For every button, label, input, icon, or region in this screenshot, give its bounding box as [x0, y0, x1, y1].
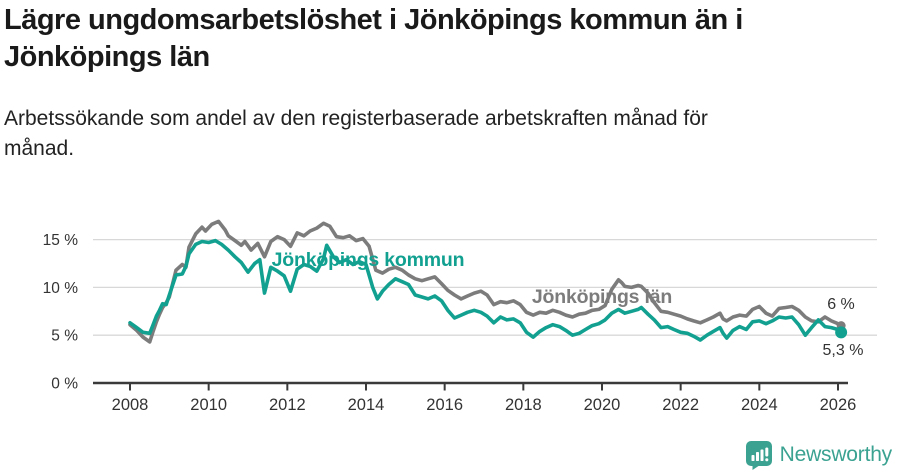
x-axis-label: 2022 — [662, 396, 699, 414]
y-axis-label: 10 % — [43, 280, 79, 297]
x-axis-label: 2012 — [269, 396, 306, 414]
chart-title-line1: Lägre ungdomsarbetslöshet i Jönköpings k… — [4, 4, 743, 36]
chart-subtitle-line1: Arbetssökande som andel av den registerb… — [4, 107, 708, 130]
x-axis-label: 2016 — [426, 396, 463, 414]
series-line-lan — [128, 219, 843, 344]
y-axis-label: 0 % — [51, 376, 78, 393]
y-axis-label: 5 % — [51, 328, 78, 345]
x-axis-label: 2014 — [348, 396, 385, 414]
series-line-kommun — [128, 238, 843, 342]
x-axis-label: 2020 — [584, 396, 621, 414]
x-axis-label: 2024 — [741, 396, 778, 414]
series-label-lan: Jönköpings län — [532, 286, 672, 308]
series-end-dot — [835, 326, 848, 339]
x-axis-label: 2018 — [505, 396, 542, 414]
x-axis-label: 2026 — [820, 396, 857, 414]
brand-footer: Newsworthy — [745, 440, 892, 470]
chart-subtitle: Arbetssökande som andel av den registerb… — [4, 104, 854, 164]
brand-name: Newsworthy — [779, 443, 893, 466]
end-value-label: 5,3 % — [823, 342, 864, 359]
end-value-label: 6 % — [827, 296, 855, 313]
chart-subtitle-line2: månad. — [4, 137, 75, 160]
series-label-kommun: Jönköpings kommun — [272, 249, 465, 271]
chart-title: Lägre ungdomsarbetslöshet i Jönköpings k… — [4, 2, 884, 76]
x-axis-label: 2008 — [112, 396, 149, 414]
x-axis-label: 2010 — [190, 396, 227, 414]
y-axis-label: 15 % — [43, 232, 79, 249]
bar-chart-speech-bubble-icon — [745, 441, 772, 470]
chart-title-line2: Jönköpings län — [4, 41, 210, 73]
